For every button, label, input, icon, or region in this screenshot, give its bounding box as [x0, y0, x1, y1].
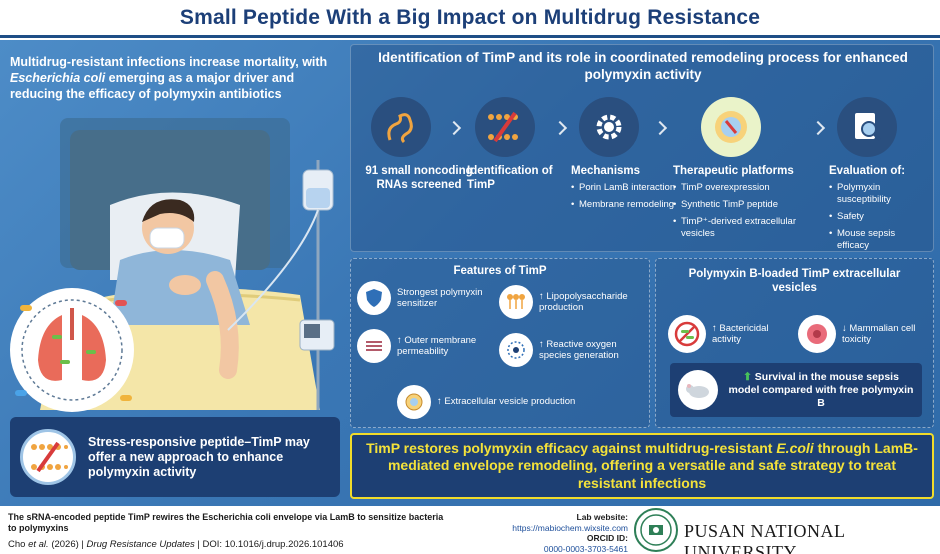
patient-illustration: [10, 118, 335, 412]
peptide-membrane-icon: [20, 429, 76, 485]
gear-icon: [579, 97, 639, 157]
membrane-icon: [475, 97, 535, 157]
lab-website-link[interactable]: https://mabiochem.wixsite.com: [512, 522, 628, 533]
feature-item: ↑ Reactive oxygen species generation: [499, 333, 647, 367]
features-title: Features of TimP: [453, 265, 547, 277]
university-name: PUSAN NATIONAL UNIVERSITY: [684, 521, 845, 554]
lipopolysaccharide-icon: [499, 285, 533, 319]
intro-species: Escherichia coli: [10, 71, 106, 85]
stress-text: Stress-responsive peptide–TimP may offer…: [88, 434, 310, 479]
ros-icon: [499, 333, 533, 367]
step-bullets: TimP overexpression Synthetic TimP pepti…: [673, 182, 813, 240]
conclusion-species: E.coli: [776, 439, 814, 456]
main-panel: Multidrug-resistant infections increase …: [0, 40, 940, 506]
step-screening: 91 small noncoding RNAs screened: [363, 97, 475, 192]
rna-icon: [371, 97, 431, 157]
survival-box: ⬆ Survival in the mouse sepsis model com…: [670, 363, 922, 417]
step-title: Evaluation of:: [829, 165, 906, 177]
step-arrow: [810, 120, 826, 136]
vesicle-icon: [397, 385, 431, 419]
citation: Cho et al. (2026) | Drug Resistance Upda…: [8, 539, 344, 550]
magnifier-icon: [837, 97, 897, 157]
membrane-icon: [357, 329, 391, 363]
lab-info: Lab website: https://mabiochem.wixsite.c…: [480, 512, 628, 554]
page-title: Small Peptide With a Big Impact on Multi…: [179, 5, 761, 29]
step-mechanisms: Mechanisms Porin LamB interaction Membra…: [571, 97, 683, 216]
identification-panel: Identification of TimP and its role in c…: [350, 44, 934, 252]
feature-item: ↑ Extracellular vesicle production: [397, 385, 637, 419]
citation-block: The sRNA-encoded peptide TimP rewires th…: [8, 512, 448, 550]
shield-icon: [357, 281, 391, 315]
article-caption: The sRNA-encoded peptide TimP rewires th…: [8, 512, 444, 533]
university-seal-icon: [634, 508, 678, 552]
stress-peptide-box: Stress-responsive peptide–TimP may offer…: [10, 417, 340, 497]
mouse-icon: [678, 370, 718, 410]
polymyxin-item: ↑ Bactericidal activity: [668, 315, 796, 353]
survival-text: Survival in the mouse sepsis model compa…: [728, 370, 914, 409]
step-evaluation: Evaluation of: Polymyxin susceptibility …: [829, 97, 929, 257]
polymyxin-title: Polymyxin B-loaded TimP extracellular ve…: [688, 268, 901, 294]
polymyxin-panel: Polymyxin B-loaded TimP extracellular ve…: [655, 258, 934, 428]
step-title: Therapeutic platforms: [673, 165, 794, 177]
step-therapeutic: Therapeutic platforms TimP overexpressio…: [673, 97, 813, 245]
identification-title: Identification of TimP and its role in c…: [378, 50, 908, 82]
step-identification: Identification of TimP: [467, 97, 579, 192]
feature-item: ↑ Lipopolysaccharide production: [499, 285, 647, 319]
step-title: Mechanisms: [571, 165, 641, 177]
features-panel: Features of TimP Strongest polymyxin sen…: [350, 258, 650, 428]
conclusion-text: TimP restores polymyxin efficacy against…: [366, 439, 918, 491]
header: Small Peptide With a Big Impact on Multi…: [0, 0, 940, 38]
cell-icon: [798, 315, 836, 353]
polymyxin-item: ↓ Mammalian cell toxicity: [798, 315, 932, 353]
step-bullets: Polymyxin susceptibility Safety Mouse se…: [829, 182, 929, 252]
step-bullets: Porin LamB interaction Membrane remodeli…: [571, 182, 683, 211]
intro-text: Multidrug-resistant infections increase …: [10, 55, 328, 101]
up-arrow-icon: ⬆: [743, 370, 755, 383]
step-title: 91 small noncoding RNAs screened: [365, 165, 473, 191]
conclusion-box: TimP restores polymyxin efficacy against…: [350, 433, 934, 499]
no-bacteria-icon: [668, 315, 706, 353]
footer: The sRNA-encoded peptide TimP rewires th…: [0, 506, 940, 554]
feature-item: Strongest polymyxin sensitizer: [357, 281, 497, 315]
orcid-link[interactable]: 0000-0003-3703-5461: [543, 543, 628, 554]
feature-item: ↑ Outer membrane permeability: [357, 329, 497, 363]
vesicle-icon: [701, 97, 761, 157]
step-title: Identification of TimP: [467, 165, 553, 191]
